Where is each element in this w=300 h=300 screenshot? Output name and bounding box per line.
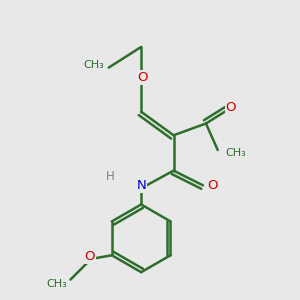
Text: O: O (137, 71, 148, 84)
Text: H: H (106, 170, 115, 183)
Text: O: O (226, 101, 236, 114)
Text: N: N (136, 179, 146, 192)
Text: CH₃: CH₃ (84, 60, 104, 70)
Text: O: O (84, 250, 95, 262)
Text: O: O (207, 179, 218, 192)
Text: CH₃: CH₃ (47, 279, 68, 289)
Text: CH₃: CH₃ (225, 148, 246, 158)
